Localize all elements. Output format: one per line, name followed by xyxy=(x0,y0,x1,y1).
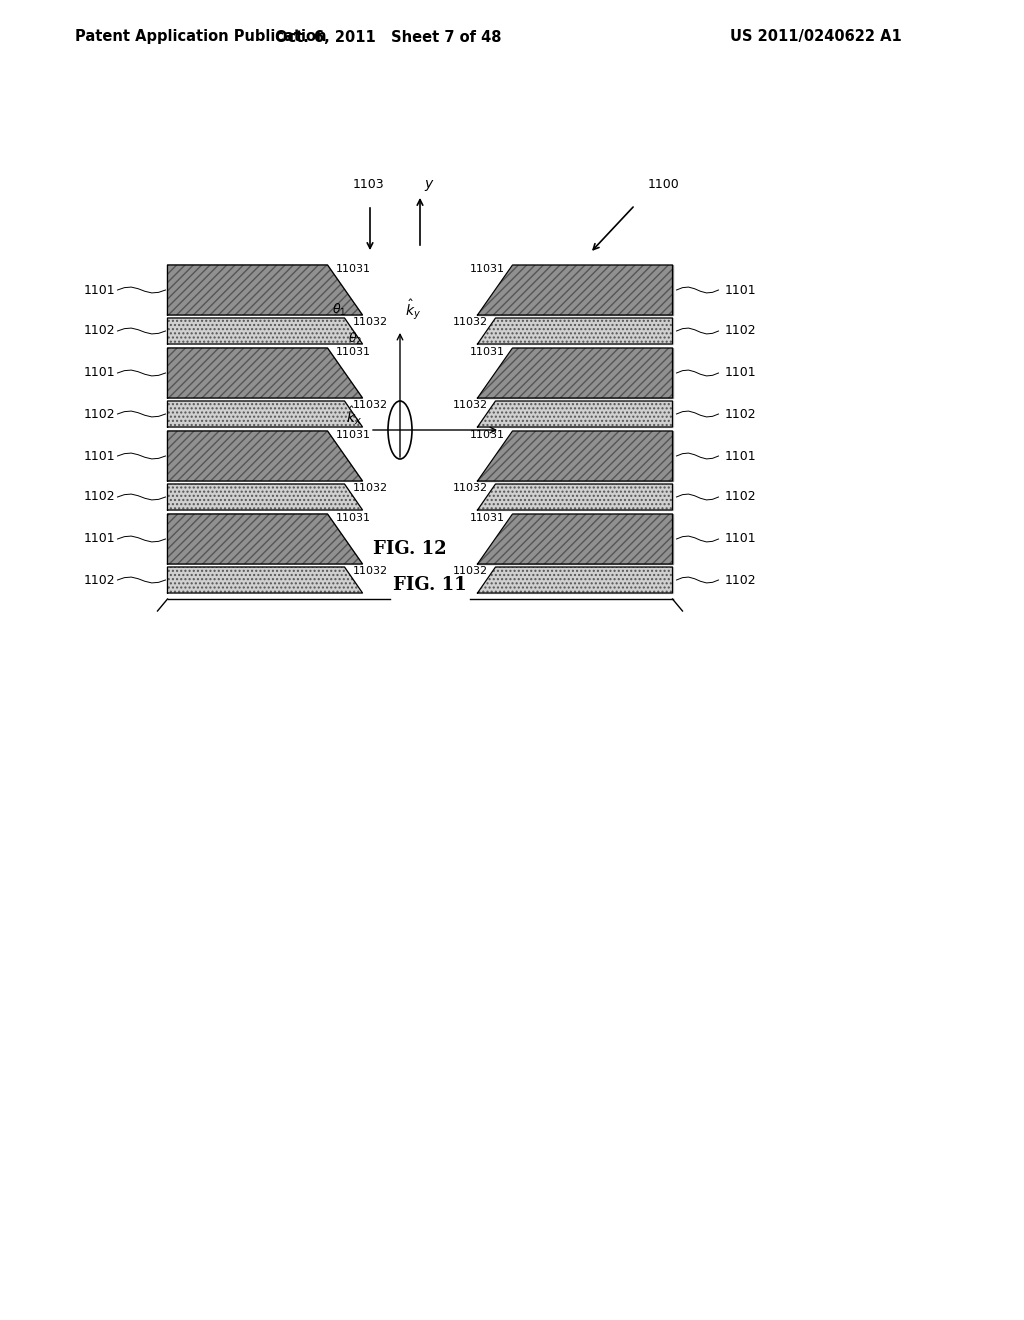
Text: 1102: 1102 xyxy=(84,408,116,421)
Polygon shape xyxy=(477,513,673,564)
Text: 11031: 11031 xyxy=(469,430,505,440)
Text: 1101: 1101 xyxy=(725,367,756,380)
Text: 11031: 11031 xyxy=(336,264,371,275)
Text: 1102: 1102 xyxy=(84,325,116,338)
Polygon shape xyxy=(168,484,362,510)
Text: 11032: 11032 xyxy=(352,317,388,327)
Polygon shape xyxy=(168,432,362,480)
Text: 1101: 1101 xyxy=(725,450,756,462)
Text: 11032: 11032 xyxy=(453,400,487,411)
Text: 1101: 1101 xyxy=(725,532,756,545)
Text: 11031: 11031 xyxy=(469,264,505,275)
Text: 1101: 1101 xyxy=(725,284,756,297)
Text: 1102: 1102 xyxy=(725,573,756,586)
Polygon shape xyxy=(477,318,673,345)
Text: $\hat{k}_x$: $\hat{k}_x$ xyxy=(346,405,362,428)
Polygon shape xyxy=(168,401,362,426)
Text: $\theta_2$: $\theta_2$ xyxy=(348,331,362,347)
Text: 11032: 11032 xyxy=(352,566,388,576)
Text: 11032: 11032 xyxy=(352,400,388,411)
Text: 11031: 11031 xyxy=(469,347,505,356)
Text: 11032: 11032 xyxy=(453,483,487,492)
Text: y: y xyxy=(424,177,432,191)
Polygon shape xyxy=(477,432,673,480)
Text: 1101: 1101 xyxy=(84,284,116,297)
Text: 1101: 1101 xyxy=(84,367,116,380)
Text: 1102: 1102 xyxy=(84,491,116,503)
Text: 11031: 11031 xyxy=(336,430,371,440)
Polygon shape xyxy=(477,568,673,593)
Polygon shape xyxy=(477,348,673,399)
Text: 11032: 11032 xyxy=(453,317,487,327)
Text: 1102: 1102 xyxy=(84,573,116,586)
Text: 11032: 11032 xyxy=(352,483,388,492)
Text: 11032: 11032 xyxy=(453,566,487,576)
Text: 1102: 1102 xyxy=(725,491,756,503)
Text: 1103: 1103 xyxy=(352,178,384,191)
Text: 1101: 1101 xyxy=(84,532,116,545)
Text: $\theta_1$: $\theta_1$ xyxy=(332,302,346,318)
Text: 1101: 1101 xyxy=(84,450,116,462)
Text: 1102: 1102 xyxy=(725,408,756,421)
Text: Oct. 6, 2011   Sheet 7 of 48: Oct. 6, 2011 Sheet 7 of 48 xyxy=(274,29,502,45)
Polygon shape xyxy=(168,513,362,564)
Polygon shape xyxy=(168,265,362,315)
Polygon shape xyxy=(168,568,362,593)
Text: 1100: 1100 xyxy=(648,178,680,191)
Text: 11031: 11031 xyxy=(469,513,505,523)
Polygon shape xyxy=(477,484,673,510)
Text: 11031: 11031 xyxy=(336,513,371,523)
Polygon shape xyxy=(477,401,673,426)
Text: US 2011/0240622 A1: US 2011/0240622 A1 xyxy=(730,29,902,45)
Polygon shape xyxy=(168,318,362,345)
Polygon shape xyxy=(477,265,673,315)
Text: $\hat{k}_y$: $\hat{k}_y$ xyxy=(406,297,421,322)
Text: 11031: 11031 xyxy=(336,347,371,356)
Text: FIG. 11: FIG. 11 xyxy=(393,576,467,594)
Text: 1102: 1102 xyxy=(725,325,756,338)
Polygon shape xyxy=(168,348,362,399)
Text: Patent Application Publication: Patent Application Publication xyxy=(75,29,327,45)
Text: FIG. 12: FIG. 12 xyxy=(373,540,446,558)
